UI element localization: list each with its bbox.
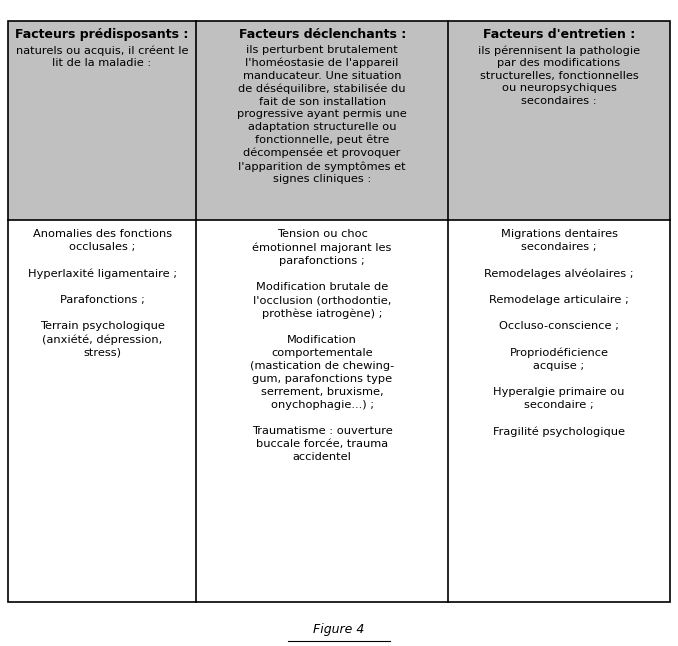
Text: ils pérennisent la pathologie
par des modifications
structurelles, fonctionnelle: ils pérennisent la pathologie par des mo…: [478, 45, 640, 106]
Text: Facteurs d'entretien :: Facteurs d'entretien :: [483, 28, 635, 41]
Bar: [8, 21, 196, 220]
Text: Tension ou choc
émotionnel majorant les
parafonctions ;

Modification brutale de: Tension ou choc émotionnel majorant les …: [250, 229, 394, 463]
Bar: [448, 220, 670, 602]
Text: Anomalies des fonctions
occlusales ;

Hyperlaxité ligamentaire ;

Parafonctions : Anomalies des fonctions occlusales ; Hyp…: [28, 229, 177, 358]
Bar: [8, 21, 670, 602]
Bar: [196, 220, 448, 602]
Text: Migrations dentaires
secondaires ;

Remodelages alvéolaires ;

Remodelage articu: Migrations dentaires secondaires ; Remod…: [484, 229, 634, 437]
Bar: [448, 21, 670, 220]
Text: naturels ou acquis, il créent le
lit de la maladie :: naturels ou acquis, il créent le lit de …: [16, 45, 188, 68]
Text: Facteurs prédisposants :: Facteurs prédisposants :: [16, 28, 188, 41]
Text: Facteurs déclenchants :: Facteurs déclenchants :: [239, 28, 405, 41]
Bar: [196, 21, 448, 220]
Bar: [8, 220, 196, 602]
Text: ils perturbent brutalement
l'homéostasie de l'appareil
manducateur. Une situatio: ils perturbent brutalement l'homéostasie…: [237, 45, 407, 184]
Text: Figure 4: Figure 4: [313, 623, 365, 636]
